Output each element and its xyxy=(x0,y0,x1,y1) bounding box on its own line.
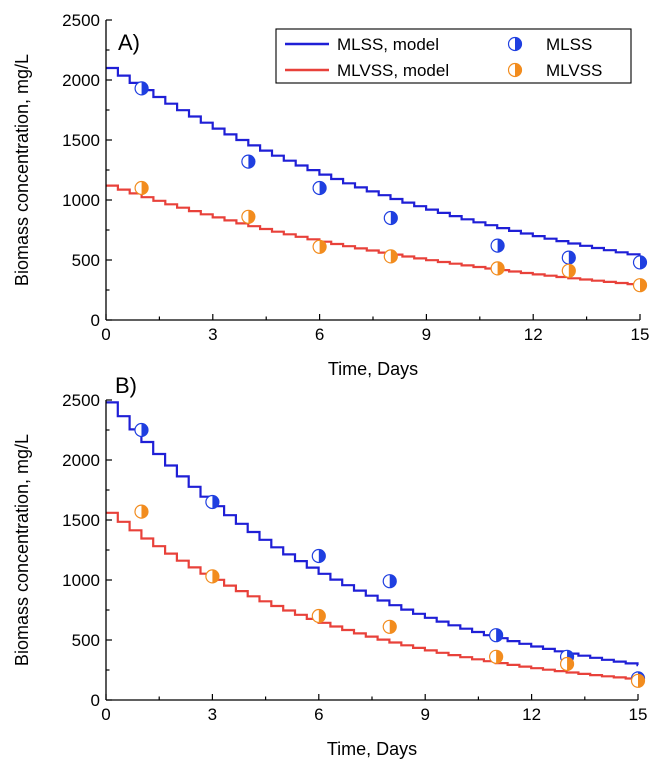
legend: MLSS, model MLVSS, model MLSS MLVSS xyxy=(275,28,632,84)
mlss-legend-marker xyxy=(507,36,523,52)
legend-item: MLVSS xyxy=(507,61,602,80)
mlvss-model-line xyxy=(106,511,639,681)
mlss-point xyxy=(383,210,398,226)
mlvss-point xyxy=(383,249,398,264)
legend-label: MLVSS, model xyxy=(337,61,449,80)
x-axis-title: Time, Days xyxy=(327,739,417,759)
mlss-point xyxy=(241,154,256,169)
mlss-point xyxy=(205,494,220,510)
mlvss-point xyxy=(630,673,646,688)
mlss-point xyxy=(632,255,648,270)
mlvss-point xyxy=(134,504,149,519)
legend-item: MLSS, model xyxy=(285,35,439,54)
legend-item: MLSS xyxy=(507,35,592,54)
y-tick-label: 2000 xyxy=(62,71,100,90)
mlvss-point xyxy=(311,608,326,624)
y-axis-title: Biomass concentration, mg/L xyxy=(12,434,32,666)
mlss-point xyxy=(489,628,504,643)
mlvss-point xyxy=(490,261,505,276)
y-tick-label: 1000 xyxy=(62,191,100,210)
y-tick-label: 500 xyxy=(72,631,100,650)
x-tick-label: 0 xyxy=(101,325,110,344)
chart-panel-a: 0 3 6 9 12 15 0 500 1000 1500 2000 2500 Time, Days Bi… xyxy=(12,11,649,379)
mlss-point xyxy=(311,548,326,564)
y-tick-label: 1000 xyxy=(62,571,100,590)
mlvss-point xyxy=(489,649,504,664)
mlvss-point xyxy=(205,569,220,584)
y-tick-label: 0 xyxy=(91,311,100,330)
x-tick-label: 6 xyxy=(314,705,323,724)
mlvss-point xyxy=(559,656,575,672)
mlvss-model-line xyxy=(106,184,641,287)
mlvss-point xyxy=(561,263,576,278)
mlvss-point xyxy=(134,180,149,196)
legend-label: MLVSS xyxy=(546,61,602,80)
panel-label: A) xyxy=(118,30,140,55)
chart-panel-b: 0 3 6 9 12 15 0 500 1000 1500 2000 2500 Time, Days Bi… xyxy=(12,373,647,759)
legend-box xyxy=(275,28,632,84)
mlss-point xyxy=(134,422,149,438)
y-tick-label: 1500 xyxy=(62,511,100,530)
y-tick-label: 0 xyxy=(91,691,100,710)
x-tick-label: 0 xyxy=(101,705,110,724)
panel-label: B) xyxy=(115,373,137,398)
mlss-point xyxy=(382,574,397,589)
mlss-point xyxy=(134,81,149,96)
mlvss-point xyxy=(241,209,256,224)
mlss-point xyxy=(490,238,505,253)
x-tick-label: 3 xyxy=(208,325,217,344)
x-tick-label: 12 xyxy=(524,325,543,344)
y-tick-label: 2500 xyxy=(62,11,100,30)
mlvss-point xyxy=(382,619,397,634)
mlss-point xyxy=(561,250,576,265)
y-axis-title: Biomass concentration, mg/L xyxy=(12,54,32,286)
mlvss-legend-marker xyxy=(507,62,523,78)
x-tick-label: 3 xyxy=(208,705,217,724)
y-tick-label: 2500 xyxy=(62,391,100,410)
x-axis-title: Time, Days xyxy=(328,359,418,379)
y-tick-label: 2000 xyxy=(62,451,100,470)
y-tick-label: 1500 xyxy=(62,131,100,150)
mlss-model-line xyxy=(106,66,641,258)
x-tick-label: 15 xyxy=(631,325,650,344)
x-tick-label: 15 xyxy=(629,705,648,724)
mlvss-point xyxy=(312,239,327,254)
x-tick-label: 9 xyxy=(420,705,429,724)
mlss-point xyxy=(312,180,327,196)
mlss-model-line xyxy=(106,401,639,667)
mlvss-point xyxy=(632,278,648,293)
x-tick-label: 9 xyxy=(422,325,431,344)
y-tick-label: 500 xyxy=(72,251,100,270)
legend-item: MLVSS, model xyxy=(285,61,449,80)
legend-label: MLSS xyxy=(546,35,592,54)
x-tick-label: 12 xyxy=(522,705,541,724)
legend-label: MLSS, model xyxy=(337,35,439,54)
x-tick-label: 6 xyxy=(315,325,324,344)
